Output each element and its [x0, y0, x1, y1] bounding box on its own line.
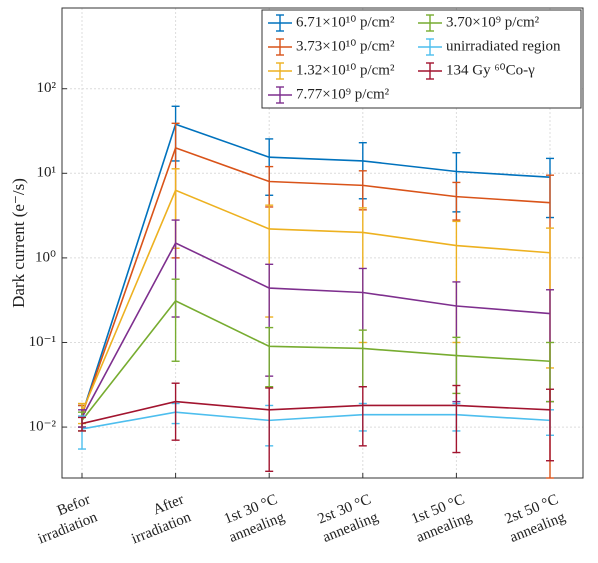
- series-line: [81, 146, 551, 415]
- legend-label: 6.71×10¹⁰ p/cm²: [296, 14, 395, 30]
- x-tick-label: Beforirradiation: [29, 492, 101, 548]
- legend-label: 1.32×10¹⁰ p/cm²: [296, 62, 395, 78]
- x-tick-label: 2st 30 °Cannealing: [314, 492, 382, 546]
- series-line: [81, 411, 551, 430]
- y-axis-label: Dark current (e⁻/s): [9, 178, 28, 308]
- x-tick-label: Afterirradiation: [122, 492, 194, 548]
- series-line: [81, 123, 551, 415]
- series-line: [81, 241, 551, 418]
- series-line: [81, 189, 551, 413]
- y-tick-label: 10²: [37, 80, 57, 96]
- y-tick-label: 10⁻¹: [29, 334, 56, 350]
- legend-label: 3.73×10¹⁰ p/cm²: [296, 38, 395, 54]
- error-bar: [171, 382, 180, 441]
- y-tick-label: 10⁻²: [29, 419, 57, 435]
- error-bar: [452, 181, 461, 221]
- error-bar: [265, 387, 274, 473]
- legend-box: [261, 9, 582, 109]
- legend-label: 7.77×10⁹ p/cm²: [296, 86, 390, 102]
- y-tick-label: 10⁰: [35, 249, 56, 265]
- x-tick-label: 1st 30 °Cannealing: [220, 492, 288, 546]
- legend-label: unirradiated region: [446, 38, 561, 54]
- legend-label: 3.70×10⁹ p/cm²: [446, 14, 540, 30]
- error-bar: [265, 326, 274, 388]
- series-line: [81, 400, 551, 425]
- error-bar: [78, 416, 86, 432]
- x-tick-label: 2st 50 °Cannealing: [501, 492, 569, 546]
- error-bar: [171, 278, 180, 362]
- legend-label: 134 Gy ⁶⁰Co-γ: [446, 62, 535, 78]
- error-bar: [358, 386, 367, 447]
- error-bar: [452, 384, 461, 454]
- axes-frame: [61, 7, 584, 479]
- y-tick-label: 10¹: [37, 165, 57, 181]
- error-bar: [546, 388, 554, 462]
- x-tick-label: 1st 50 °Cannealing: [407, 492, 475, 546]
- series-line: [81, 299, 551, 421]
